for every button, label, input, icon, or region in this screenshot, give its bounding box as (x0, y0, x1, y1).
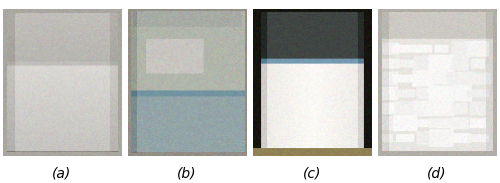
Text: (c): (c) (303, 167, 321, 181)
Text: (b): (b) (177, 167, 197, 181)
Text: (a): (a) (52, 167, 72, 181)
Text: (d): (d) (427, 167, 447, 181)
